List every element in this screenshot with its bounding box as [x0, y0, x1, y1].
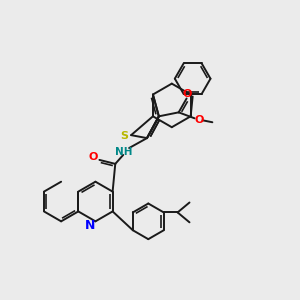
Text: S: S — [120, 131, 128, 141]
Text: NH: NH — [116, 147, 133, 157]
Text: N: N — [85, 219, 96, 232]
Text: O: O — [195, 115, 204, 125]
Text: O: O — [183, 88, 192, 98]
Text: O: O — [89, 152, 98, 162]
